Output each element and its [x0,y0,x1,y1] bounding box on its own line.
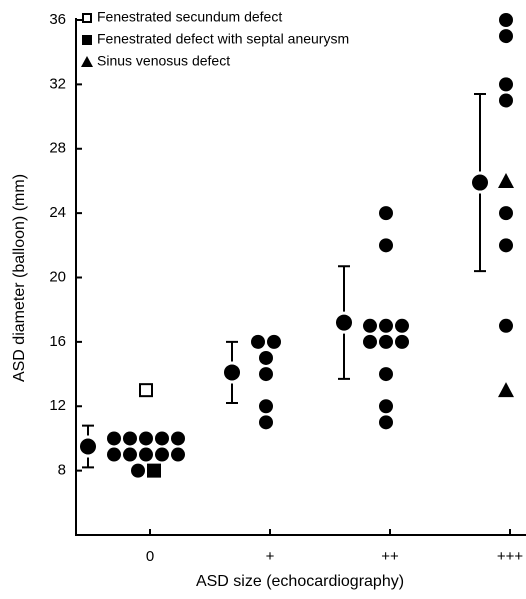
legend-label: Sinus venosus defect [97,53,230,69]
y-tick-label: 36 [49,11,66,28]
data-point [259,350,273,365]
error-bar [82,424,94,469]
data-point [395,334,409,349]
data-point [499,13,513,27]
y-tick-label: 20 [49,268,66,285]
data-point [123,447,137,462]
data-point [107,447,121,462]
data-point [499,77,513,92]
data-point [379,399,393,414]
y-tick-label: 16 [49,333,66,350]
data-point [139,431,153,446]
error-bar [338,265,350,380]
mean-point [80,438,96,455]
data-point [259,367,273,382]
y-tick-label: 8 [58,462,66,479]
mean-point [224,364,240,381]
x-tick-label: 0 [146,548,154,565]
data-point [139,383,153,398]
legend-marker [82,13,92,23]
data-point [498,382,514,398]
data-point [139,447,153,462]
data-point [131,463,145,478]
data-point [499,93,513,108]
y-axis-label: ASD diameter (balloon) (mm) [11,174,28,382]
error-bar [474,93,486,273]
data-point [251,334,265,349]
data-point [267,334,281,349]
x-tick-label: ++ [381,548,399,565]
data-point [499,29,513,44]
data-point [499,206,513,221]
data-point [379,206,393,221]
y-tick-label: 32 [49,75,66,92]
data-point [171,431,185,446]
data-point [379,318,393,333]
data-point [499,318,513,333]
data-point [363,318,377,333]
y-tick-label: 28 [49,140,66,157]
data-point [499,238,513,253]
legend-label: Fenestrated secundum defect [97,9,282,25]
x-tick-label: + [266,548,275,565]
y-tick-label: 12 [49,397,66,414]
legend-marker [81,56,93,67]
data-point [155,431,169,446]
legend-label: Fenestrated defect with septal aneurysm [97,31,349,47]
data-point [107,431,121,446]
data-point [259,415,273,430]
data-point [147,463,161,478]
mean-point [472,174,488,191]
x-tick-label: +++ [497,548,524,565]
data-point [379,334,393,349]
data-point [123,431,137,446]
mean-point [336,314,352,331]
data-point [155,447,169,462]
data-point [379,415,393,430]
legend-marker [82,35,92,45]
data-point [259,399,273,414]
x-axis-label: ASD size (echocardiography) [196,573,404,590]
data-point [395,318,409,333]
data-point [498,172,514,188]
data-point [171,447,185,462]
data-point [363,334,377,349]
y-tick-label: 24 [49,204,66,221]
error-bar [226,340,238,405]
data-point [379,238,393,253]
data-point [379,367,393,382]
